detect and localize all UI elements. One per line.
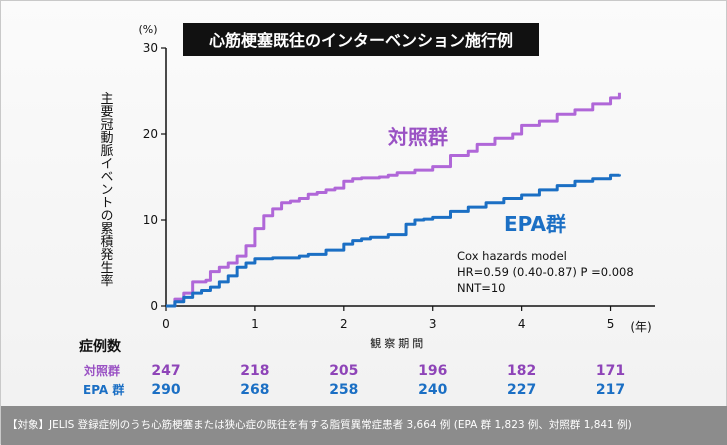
risk-table-cell: 247: [151, 363, 180, 379]
x-tick-label: 2: [340, 317, 348, 331]
risk-table-cell: 205: [329, 363, 358, 379]
x-tick-label: 5: [607, 317, 615, 331]
x-tick-label: 3: [429, 317, 437, 331]
risk-table-cell: 171: [596, 363, 625, 379]
risk-table-cell: 268: [240, 382, 269, 398]
title-box: [183, 23, 539, 56]
x-tick-label: 1: [251, 317, 259, 331]
series-line-epa: [166, 173, 621, 308]
annotation-hr: HR=0.59 (0.40-0.87) P =0.008: [457, 265, 634, 279]
series-line-control: [166, 92, 621, 308]
km-chart: 心筋梗塞既往のインターベンション施行例 (%) (年) 主要冠動脈イベントの累積…: [79, 23, 655, 398]
series-label-epa: EPA群: [504, 212, 566, 236]
risk-table-cell: 258: [329, 382, 358, 398]
risk-row-label-control: 対照群: [83, 363, 120, 378]
series-label-control: 対照群: [387, 125, 448, 149]
risk-table-cell: 182: [507, 363, 536, 379]
y-tick-label: 20: [143, 127, 158, 141]
y-tick-label: 30: [143, 41, 158, 55]
x-tick-label: 4: [518, 317, 526, 331]
risk-table-header: 症例数: [79, 338, 122, 355]
footer-note: 【対象】JELIS 登録症例のうち心筋梗塞または狭心症の既往を有する脂質異常症患…: [1, 406, 727, 445]
y-unit-label: (%): [138, 23, 157, 36]
risk-table-cell: 196: [418, 363, 447, 379]
chart-title: 心筋梗塞既往のインターベンション施行例: [209, 31, 513, 50]
annotation-nnt: NNT=10: [457, 281, 506, 295]
y-axis-label: 主要冠動脈イベントの累積発生率: [98, 92, 114, 287]
risk-table-cell: 218: [240, 363, 269, 379]
risk-table-cell: 240: [418, 382, 447, 398]
risk-table-cell: 290: [151, 382, 180, 398]
y-tick-label: 0: [150, 299, 158, 313]
annotation-model: Cox hazards model: [457, 249, 567, 263]
y-tick-label: 10: [143, 213, 158, 227]
risk-table-cell: 227: [507, 382, 536, 398]
x-tick-label: 0: [162, 317, 170, 331]
x-unit-label: (年): [630, 320, 651, 334]
x-axis-label: 観察期間: [370, 336, 426, 350]
risk-row-label-epa: EPA 群: [83, 382, 124, 397]
risk-table-cell: 217: [596, 382, 625, 398]
